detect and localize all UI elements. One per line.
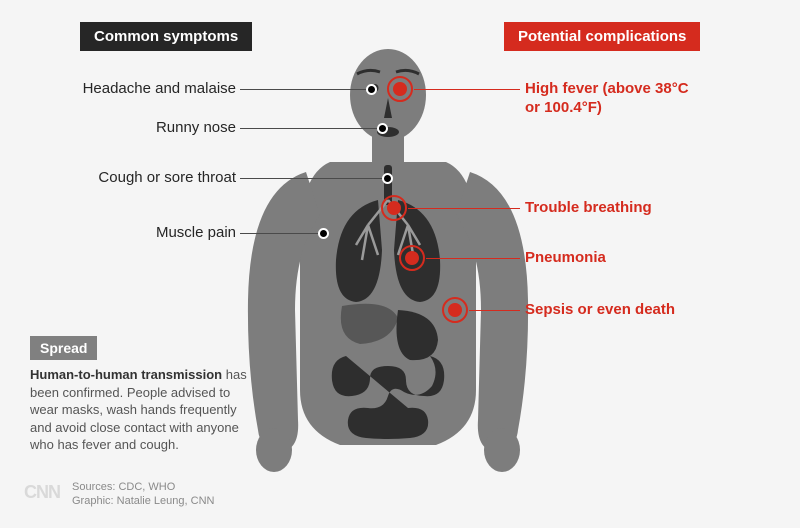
footer-credits: Sources: CDC, WHO Graphic: Natalie Leung… [72,480,214,509]
symptom-marker [382,173,393,184]
symptom-marker [377,123,388,134]
complications-heading: Potential complications [504,22,700,51]
complication-marker [448,303,462,317]
complication-marker [405,251,419,265]
symptom-label: Headache and malaise [83,80,236,99]
leader-line [240,128,377,129]
infographic-canvas: Common symptoms Potential complications … [0,0,800,528]
symptom-label: Runny nose [156,119,236,138]
leader-line [426,258,520,259]
complication-marker [393,82,407,96]
complication-label: Pneumonia [525,249,606,268]
leader-line [408,208,520,209]
complication-marker [387,201,401,215]
leader-line [414,89,520,90]
leader-line [240,233,318,234]
leader-line [240,89,366,90]
symptom-marker [366,84,377,95]
symptom-label: Muscle pain [156,224,236,243]
cnn-logo: CNN [24,482,60,503]
footer-graphic: Graphic: Natalie Leung, CNN [72,495,214,507]
symptom-label: Cough or sore throat [98,169,236,188]
complication-label: High fever (above 38°C or 100.4°F) [525,80,689,118]
complication-label: Sepsis or even death [525,301,675,320]
spread-lead: Human-to-human transmission [30,367,222,382]
complication-label: Trouble breathing [525,199,652,218]
spread-heading: Spread [30,336,97,360]
leader-line [469,310,520,311]
footer-sources: Sources: CDC, WHO [72,481,175,493]
leader-line [240,178,382,179]
spread-text: Human-to-human transmission has been con… [30,366,250,454]
symptoms-heading: Common symptoms [80,22,252,51]
symptom-marker [318,228,329,239]
